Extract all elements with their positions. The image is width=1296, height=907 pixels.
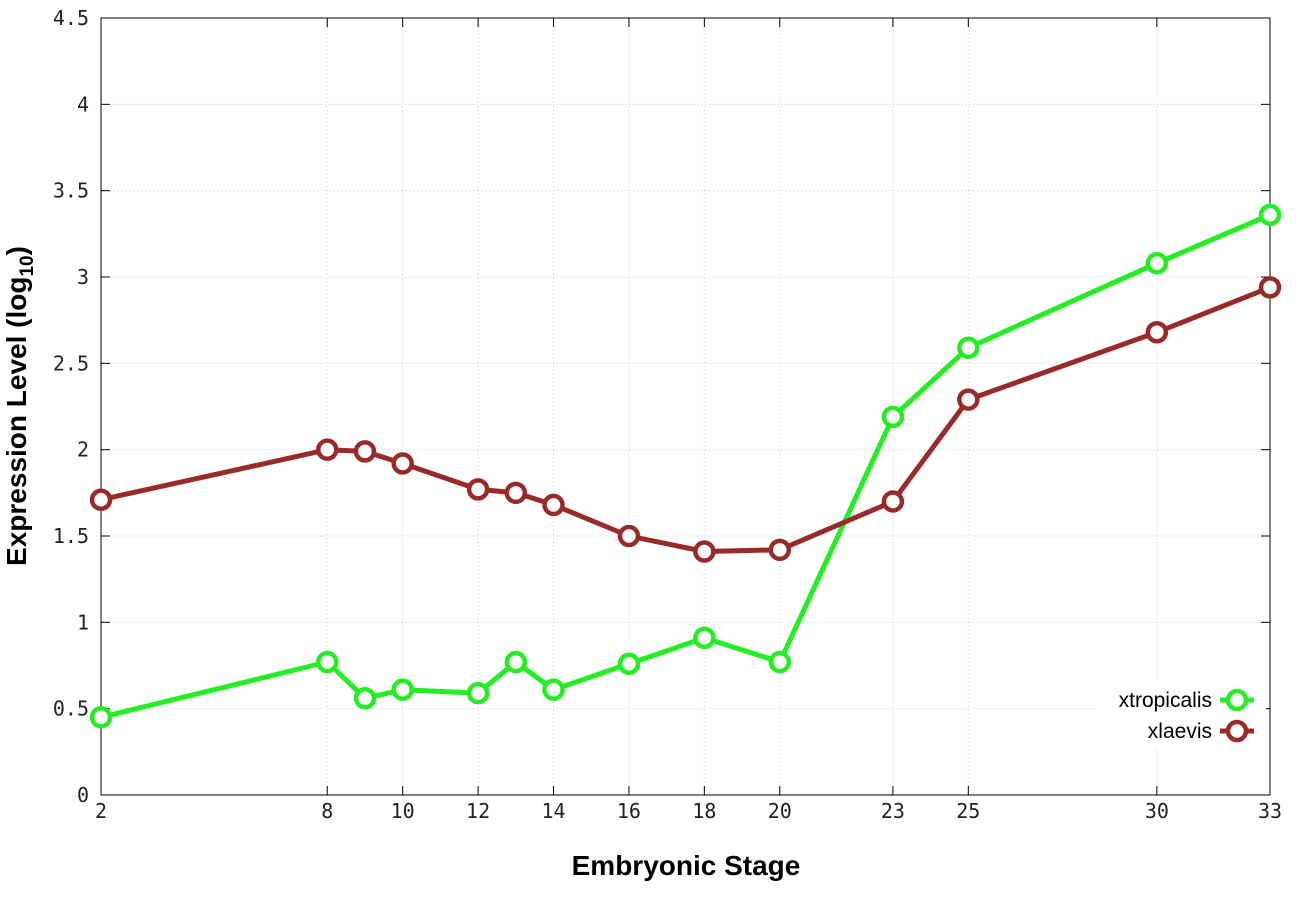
y-tick-label: 1.5	[53, 524, 89, 548]
x-tick-label: 18	[692, 799, 716, 823]
y-tick-label: 3.5	[53, 179, 89, 203]
legend: xtropicalis xlaevis	[1096, 680, 1266, 750]
data-point	[316, 650, 339, 674]
x-tick-label: 33	[1258, 799, 1282, 823]
data-point	[693, 540, 716, 563]
grid	[101, 18, 1270, 795]
data-point	[881, 405, 905, 429]
x-tick-label: 25	[956, 799, 980, 823]
data-point	[1145, 251, 1169, 275]
data-point	[542, 493, 565, 517]
plot-frame	[100, 17, 1271, 796]
y-tick-label: 0.5	[53, 697, 89, 721]
data-point	[881, 490, 905, 513]
series-line	[100, 285, 1271, 554]
data-point	[466, 681, 490, 705]
y-axis-title-subscript: 10	[17, 255, 38, 276]
legend-marker	[1225, 688, 1249, 712]
y-tick-label: 0	[77, 783, 89, 807]
data-series	[89, 203, 1282, 729]
data-point	[617, 524, 641, 548]
x-tick-label: 23	[881, 799, 905, 823]
data-point	[316, 438, 339, 461]
data-point	[504, 650, 528, 674]
data-point	[1145, 321, 1169, 344]
series-xlaevis	[89, 276, 1282, 563]
y-tick-label: 3	[77, 265, 89, 289]
data-point	[768, 650, 792, 674]
legend-label: xlaevis	[1148, 720, 1212, 743]
x-tick-label: 30	[1145, 799, 1169, 823]
x-tick-label: 20	[768, 799, 792, 823]
y-tick-label: 2	[77, 438, 89, 462]
data-point	[542, 678, 565, 701]
y-tick-label: 4	[77, 92, 89, 116]
data-point	[353, 440, 377, 463]
data-point	[89, 488, 113, 511]
y-axis-title-main: Expression Level (log	[1, 277, 32, 566]
y-axis-title: Expression Level (log10)	[1, 246, 38, 566]
x-tick-label: 16	[617, 799, 641, 823]
data-point	[693, 626, 716, 650]
legend-label: xtropicalis	[1119, 689, 1212, 712]
data-point	[957, 336, 980, 360]
x-tick-label: 8	[321, 799, 333, 823]
x-axis-title: Embryonic Stage	[572, 850, 801, 881]
data-point	[391, 452, 414, 475]
y-tick-label: 1	[77, 610, 89, 634]
x-tick-label: 2	[95, 799, 107, 823]
data-point	[391, 678, 414, 701]
data-point	[466, 478, 490, 501]
data-point	[504, 481, 528, 505]
data-point	[353, 687, 377, 710]
data-point	[768, 538, 792, 562]
data-point	[1258, 203, 1282, 227]
legend-marker	[1225, 719, 1249, 743]
data-point	[89, 706, 113, 729]
axis-ticks: 0 0.5 1 1.5 2 2.5 3 3.5 4 4.5 2 8 10 12 14 16 18 20 23 25 30…	[53, 6, 1282, 823]
data-point	[1258, 276, 1282, 299]
y-tick-label: 2.5	[53, 351, 89, 375]
data-point	[957, 388, 980, 411]
y-axis-title-close: )	[1, 246, 32, 255]
x-tick-label: 14	[541, 799, 565, 823]
series-line	[100, 212, 1271, 720]
y-tick-label: 4.5	[53, 6, 89, 30]
x-tick-label: 10	[391, 799, 415, 823]
x-tick-label: 12	[466, 799, 490, 823]
series-xtropicalis	[89, 203, 1282, 729]
data-point	[617, 652, 641, 676]
